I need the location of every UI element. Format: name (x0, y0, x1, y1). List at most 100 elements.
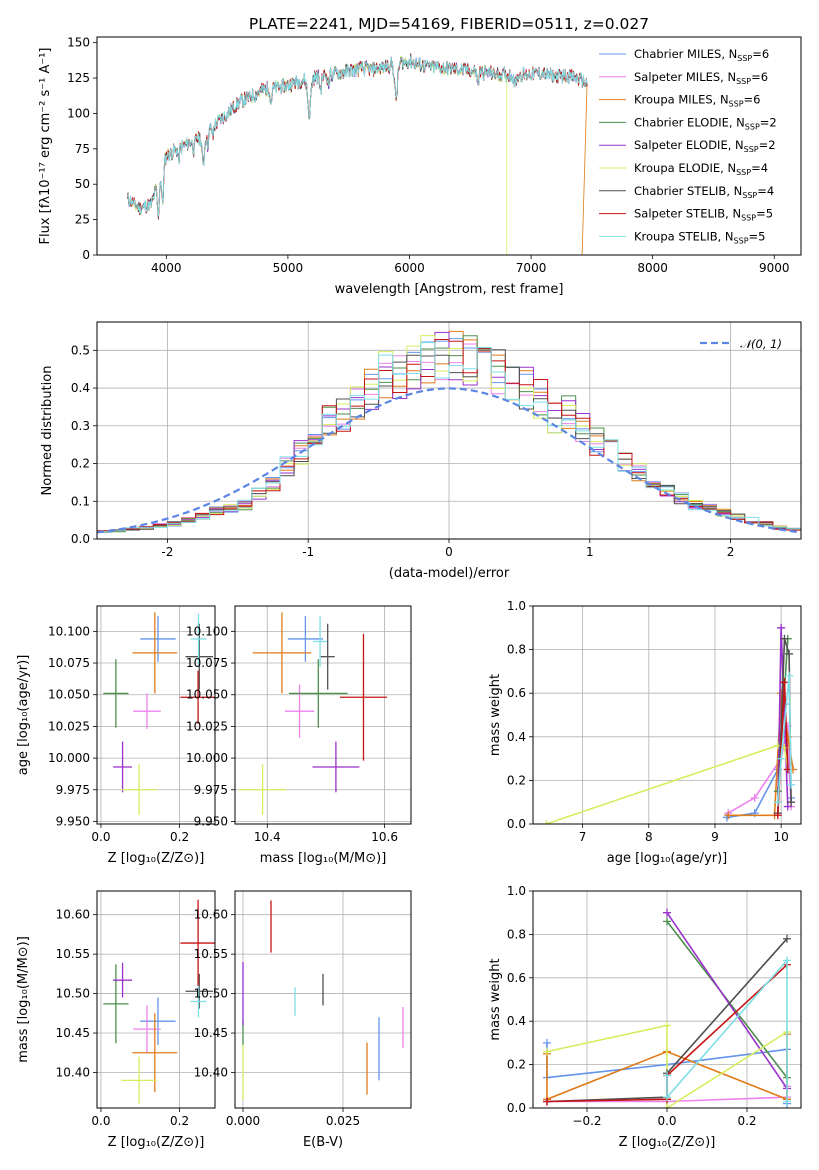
tick-label-x: 0.0 (91, 1114, 110, 1128)
x-axis-label: (data-model)/error (389, 566, 510, 581)
legend-entry-count: =4 (757, 184, 774, 198)
tick-label-y: 10.025 (48, 719, 90, 733)
mass-weight-marker (663, 1093, 671, 1102)
axes-frame (96, 605, 216, 825)
x-axis-label: wavelength [Angstrom, rest frame] (335, 282, 564, 297)
legend-entry-count: =5 (756, 207, 773, 221)
error-bar-point (252, 612, 312, 694)
tick-label-y: 0.6 (507, 686, 526, 700)
tick-label-y: 10.45 (56, 1026, 90, 1040)
ticks: 10.4 10.6 9.950 9.975 10.000 10.025 10.050 10.0… (186, 624, 398, 844)
tick-label-x: 0.025 (326, 1114, 360, 1128)
mass-weight-marker (773, 798, 782, 807)
error-bar-point (340, 633, 387, 761)
legend-entry-count: =6 (752, 47, 769, 61)
tick-label-y: 0.1 (71, 494, 90, 508)
axes-frame (532, 605, 802, 825)
tick-label-x: 7000 (516, 261, 547, 275)
mass-weight-marker (783, 956, 791, 965)
legend: 𝒩(0, 1) (700, 337, 782, 351)
panel-mass_vs_ebv: 0.000 0.025 10.40 10.45 10.50 10.55 10.60 E(B-V… (194, 890, 412, 1150)
mass-weight-marker (783, 934, 791, 943)
mass-weight-marker (785, 671, 794, 680)
tick-label-y: 0.2 (507, 1058, 526, 1072)
error-bar-point (312, 741, 360, 793)
error-bar-point (140, 997, 176, 1045)
plot-area (103, 612, 215, 816)
legend-entry-subscript: SSP (736, 77, 751, 86)
legend-entry-name: Chabrier STELIB, N (634, 184, 742, 198)
legend-entry-name: Kroupa STELIB, N (634, 229, 734, 243)
mass-weight-marker (663, 908, 671, 917)
mass-weight-marker (787, 798, 796, 807)
tick-label-y: 50 (75, 177, 90, 191)
panel-spectrum: 4000 5000 6000 7000 8000 9000 0 25 50 75 100 125 150… (38, 36, 802, 297)
residual-histogram (97, 339, 801, 532)
tick-label-y: 10.40 (56, 1065, 90, 1079)
error-bar-point (103, 659, 129, 728)
plot-area (127, 53, 588, 255)
ticks: 0.0 0.2 10.40 10.45 10.50 10.55 10.60 (56, 908, 190, 1128)
tick-label-y: 10.55 (194, 947, 228, 961)
legend-entry-name: Chabrier MILES, N (634, 47, 737, 61)
legend-entry-subscript: SSP (734, 236, 749, 245)
legend-entry: Salpeter STELIB, NSSP=5 (634, 207, 773, 223)
legend-entry-name: Salpeter STELIB, N (634, 207, 741, 221)
tick-label-y: 9.975 (194, 783, 228, 797)
mass-weight-marker (663, 1071, 671, 1080)
legend-entry: Chabrier MILES, NSSP=6 (634, 47, 769, 63)
ticks: −0.2 0.0 0.2 0.0 0.2 0.4 0.6 0.8 1.0 (507, 884, 757, 1128)
legend-entry-count: =2 (759, 138, 776, 152)
error-bar-point (288, 659, 348, 728)
tick-label-y: 125 (67, 71, 90, 85)
plot-area (239, 612, 387, 816)
panel-mass_weight_vs_Z: −0.2 0.0 0.2 0.0 0.2 0.4 0.6 0.8 1.0 Z [log₁₀(Z/Z… (488, 884, 802, 1150)
panel-age_vs_mass: 10.4 10.6 9.950 9.975 10.000 10.025 10.050 10.0… (186, 605, 412, 866)
tick-label-y: 150 (67, 36, 90, 50)
legend-entry: 𝒩(0, 1) (740, 337, 782, 351)
tick-label-y: 0.6 (507, 971, 526, 985)
mass-weight-marker (780, 678, 789, 687)
mass-weight-line (666, 912, 788, 1089)
tick-label-y: 10.55 (56, 947, 90, 961)
tick-label-x: 8000 (637, 261, 668, 275)
axes-frame (532, 890, 802, 1109)
tick-label-y: 10.50 (56, 987, 90, 1001)
error-bar-point (103, 964, 129, 1044)
tick-label-y: 10.050 (48, 688, 90, 702)
ticks: 0.000 0.025 10.40 10.45 10.50 10.55 10.60 (194, 908, 361, 1128)
legend-entry-name: Kroupa MILES, N (634, 93, 729, 107)
tick-label-x: 0.000 (226, 1114, 260, 1128)
legend-entry: Kroupa MILES, NSSP=6 (634, 93, 760, 109)
mass-weight-marker (663, 1104, 671, 1108)
error-bar-point (185, 973, 214, 1009)
tick-label-y: 0.4 (507, 730, 526, 744)
mass-weight-marker (777, 623, 786, 632)
legend-entry-subscript: SSP (737, 54, 752, 63)
gridlines (97, 891, 215, 1108)
error-bar-point (132, 1013, 178, 1093)
legend-entry-subscript: SSP (744, 145, 759, 154)
tick-label-y: 100 (67, 106, 90, 120)
tick-label-x: 0.2 (170, 1114, 189, 1128)
tick-label-x: 10 (774, 830, 789, 844)
mass-weight-marker (773, 811, 782, 820)
ticks: -2 -1 0 1 2 0.0 0.1 0.2 0.3 0.4 0.5 (71, 343, 735, 559)
x-axis-label: mass [log₁₀(M/M⊙)] (260, 851, 387, 866)
tick-label-x: 0.0 (657, 1114, 676, 1128)
tick-label-y: 9.975 (56, 783, 90, 797)
tick-label-y: 0.3 (71, 419, 90, 433)
tick-label-y: 1.0 (507, 599, 526, 613)
tick-label-y: 25 (75, 213, 90, 227)
mass-weight-marker (543, 1047, 551, 1056)
y-axis-label: Flux [fλ10⁻¹⁷ erg cm⁻² s⁻¹ A⁻¹] (38, 48, 53, 245)
tick-label-y: 0.2 (71, 457, 90, 471)
mass-weight-marker (777, 754, 786, 763)
tick-label-x: 0.0 (91, 830, 110, 844)
x-axis-label: Z [log₁₀(Z/Z⊙)] (619, 1135, 716, 1150)
plot-area (97, 330, 801, 534)
tick-label-y: 0 (82, 248, 90, 262)
error-bar-point (140, 616, 176, 662)
legend-entry-name: Kroupa ELODIE, N (634, 161, 736, 175)
mass-weight-marker (783, 1097, 791, 1106)
